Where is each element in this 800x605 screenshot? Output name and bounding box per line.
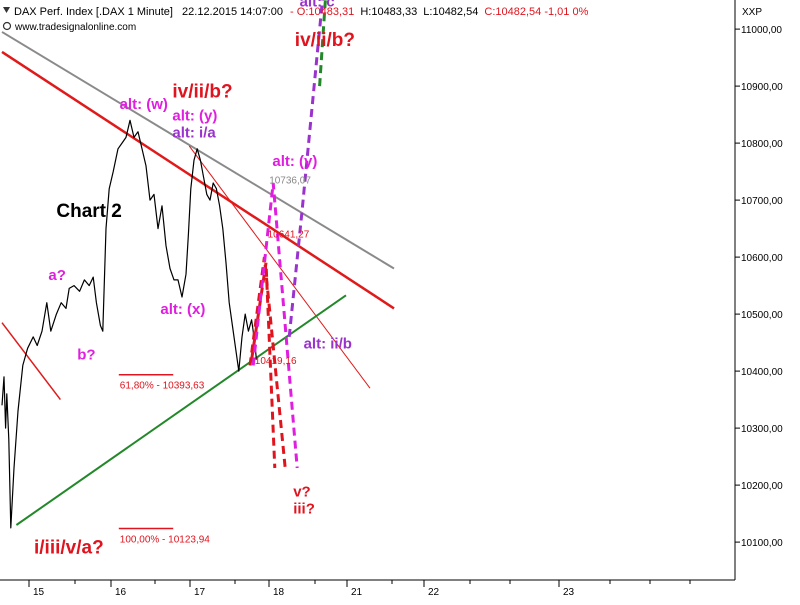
x-tick-label-5: 21	[351, 587, 363, 598]
settings-icon[interactable]	[2, 21, 12, 31]
trend-line-5	[1, 322, 61, 401]
projection-path-3	[251, 182, 299, 469]
y-tick-label-10: 11000,00	[741, 25, 782, 36]
y-tick-label-7: 10700,00	[741, 196, 783, 207]
wave-label-3: alt: (y)	[172, 107, 217, 124]
wave-label-1: alt: (w)	[120, 96, 168, 113]
wave-label-12: alt: ii/b	[304, 335, 352, 352]
wave-label-5: Chart 2	[56, 201, 121, 222]
header-low: L:10482,54	[423, 6, 478, 18]
y-tick-label-4: 10400,00	[741, 367, 783, 378]
wave-label-9: alt: (y)	[272, 153, 317, 170]
x-tick-label-4: 18	[273, 587, 285, 598]
price-series	[1, 119, 257, 529]
y-tick-label-3: 10300,00	[741, 424, 783, 435]
x-tick-label-6: 22	[428, 587, 440, 598]
y-tick-label-9: 10900,00	[741, 82, 783, 93]
wave-label-6: a?	[48, 267, 66, 284]
y-tick-label-5: 10500,00	[741, 310, 783, 321]
axis-tag: XXP	[742, 7, 762, 18]
wave-label-8: alt: (x)	[160, 301, 205, 318]
wave-label-15: i/iii/v/a?	[34, 538, 104, 559]
header-high: H:10483,33	[360, 6, 417, 18]
y-axis-panel	[735, 0, 800, 600]
wave-label-13: v?	[293, 484, 311, 501]
wave-label-2: iv/ii/b?	[172, 82, 232, 103]
watermark-text: www.tradesignalonline.com	[14, 22, 136, 33]
x-tick-label-3: 17	[194, 587, 206, 598]
wave-label-10: alt: c	[300, 0, 335, 10]
y-tick-label-6: 10600,00	[741, 253, 783, 264]
collapse-arrow-icon[interactable]	[3, 7, 10, 13]
x-axis-panel	[0, 580, 800, 600]
header-separator: -	[290, 6, 294, 18]
price-label-3: 10419,16	[255, 356, 297, 367]
y-tick-label-2: 10200,00	[741, 481, 783, 492]
y-tick-label-8: 10800,00	[741, 139, 783, 150]
projection-path-5	[318, 0, 327, 87]
header-open: O:10483,31	[297, 6, 355, 18]
wave-label-7: b?	[77, 347, 95, 364]
trend-line-2	[1, 50, 395, 310]
header-close: C:10482,54 -1,01 0%	[484, 6, 588, 18]
x-tick-label-2: 16	[115, 587, 127, 598]
wave-label-11: iv/ii/b?	[295, 30, 355, 51]
trend-line-4	[15, 294, 347, 526]
x-tick-label-1: 15	[33, 587, 45, 598]
fib-level-label-1: 61,80% - 10393,63	[120, 381, 205, 392]
wave-label-4: alt: i/a	[172, 124, 216, 141]
x-tick-label-7: 23	[563, 587, 575, 598]
price-label-2: 10641,27	[268, 230, 310, 241]
projection-path-1	[250, 262, 277, 469]
wave-label-14: iii?	[293, 501, 315, 518]
svg-text:DAX Perf. Index [.DAX 1 Minut: DAX Perf. Index [.DAX 1 Minute] 22.12.20…	[14, 6, 589, 18]
fib-level-label-2: 100,00% - 10123,94	[120, 534, 211, 545]
header-timestamp: 22.12.2015 14:07:00	[182, 6, 283, 18]
price-label-1: 10736,07	[269, 176, 311, 187]
instrument-title: DAX Perf. Index [.DAX 1 Minute]	[14, 6, 173, 18]
projection-path-4	[287, 0, 324, 338]
y-tick-label-1: 10100,00	[741, 538, 783, 549]
